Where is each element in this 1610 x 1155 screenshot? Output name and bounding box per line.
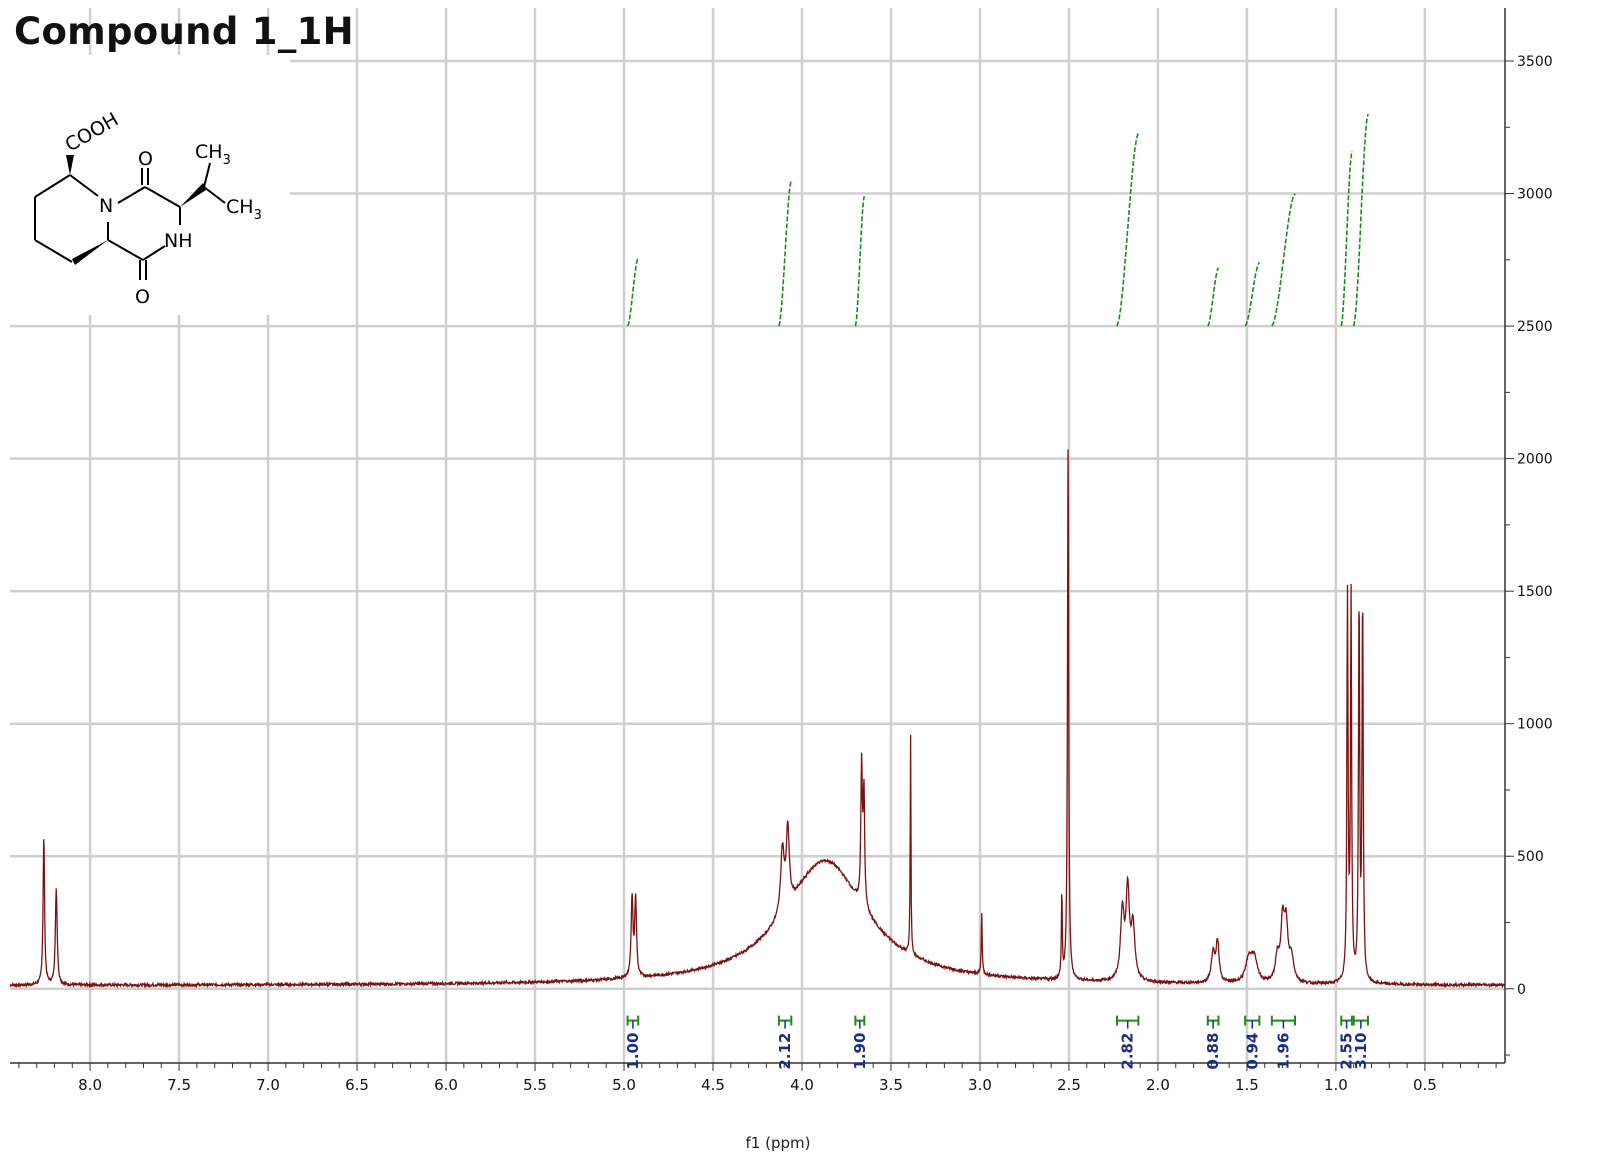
integral-curve bbox=[854, 196, 866, 327]
integral-value: 0.94 bbox=[1243, 1033, 1261, 1070]
integral-curves bbox=[626, 113, 1369, 327]
oxygen-bottom-label: O bbox=[135, 286, 150, 308]
x-axis-label: f1 (ppm) bbox=[746, 1134, 811, 1152]
x-tick-label: 5.0 bbox=[612, 1076, 636, 1094]
x-tick-label: 1.0 bbox=[1324, 1076, 1348, 1094]
methyl-top-label: CH3 bbox=[195, 141, 231, 168]
y-tick-label: 0 bbox=[1517, 982, 1526, 998]
x-tick-label: 5.5 bbox=[523, 1076, 547, 1094]
x-tick-label: 2.5 bbox=[1057, 1076, 1081, 1094]
y-tick-label: 1500 bbox=[1517, 584, 1553, 600]
integral-curve bbox=[1244, 262, 1261, 327]
integral-value: 1.00 bbox=[624, 1033, 642, 1070]
x-tick-label: 4.0 bbox=[790, 1076, 814, 1094]
axes: 8.0 7.5 7.0 6.5 6.0 5.5 5.0 4.5 4.0 3.5 3.0 2.5 2.0 1… bbox=[10, 8, 1553, 1094]
integral-curve bbox=[1207, 267, 1220, 327]
page-title: Compound 1_1H bbox=[14, 10, 354, 53]
x-tick-label: 3.5 bbox=[879, 1076, 903, 1094]
spectrum-trace bbox=[9, 449, 1506, 989]
y-tick-label: 2000 bbox=[1517, 452, 1553, 468]
spectrum bbox=[9, 449, 1506, 989]
oxygen-top-label: O bbox=[138, 148, 153, 170]
integral-value: 2.12 bbox=[776, 1033, 794, 1070]
integral-curve bbox=[1352, 113, 1369, 327]
x-tick-label: 4.5 bbox=[701, 1076, 725, 1094]
y-tick-label: 3000 bbox=[1517, 187, 1553, 203]
integral-labels: 1.00 2.12 1.90 2.82 0.88 0.94 1.96 2.553.10 bbox=[624, 1015, 1370, 1070]
x-tick-label: 2.0 bbox=[1146, 1076, 1170, 1094]
y-tick-label: 1000 bbox=[1517, 717, 1553, 733]
x-tick-label: 7.5 bbox=[167, 1076, 191, 1094]
y-tick-label: 2500 bbox=[1517, 319, 1553, 335]
x-tick-label: 1.5 bbox=[1235, 1076, 1259, 1094]
integral-value: 2.55 bbox=[1338, 1033, 1356, 1070]
integral-value: 0.88 bbox=[1204, 1033, 1222, 1070]
integral-value: 2.82 bbox=[1119, 1033, 1137, 1070]
x-tick-label: 3.0 bbox=[968, 1076, 992, 1094]
integral-value: 1.90 bbox=[851, 1033, 869, 1070]
x-tick-label: 0.5 bbox=[1413, 1076, 1437, 1094]
y-tick-label: 3500 bbox=[1517, 54, 1553, 70]
methyl-right-label: CH3 bbox=[226, 196, 262, 223]
integral-curve bbox=[1340, 150, 1353, 327]
y-tick-label: 500 bbox=[1517, 849, 1544, 865]
integral-curve bbox=[1271, 193, 1296, 327]
integral-curve bbox=[778, 180, 793, 327]
grid bbox=[10, 8, 1505, 1063]
integral-curve bbox=[626, 256, 640, 327]
molecular-structure: COOH N NH O O CH3 CH3 bbox=[10, 55, 290, 315]
integral-curve bbox=[1116, 132, 1140, 327]
nh-label: NH bbox=[164, 230, 193, 252]
integral-value: 1.96 bbox=[1274, 1033, 1292, 1070]
nitrogen-label: N bbox=[99, 195, 113, 217]
integral-value: 3.10 bbox=[1352, 1033, 1370, 1070]
x-tick-label: 6.0 bbox=[434, 1076, 458, 1094]
x-tick-label: 8.0 bbox=[78, 1076, 102, 1094]
x-tick-label: 6.5 bbox=[345, 1076, 369, 1094]
x-tick-label: 7.0 bbox=[256, 1076, 280, 1094]
